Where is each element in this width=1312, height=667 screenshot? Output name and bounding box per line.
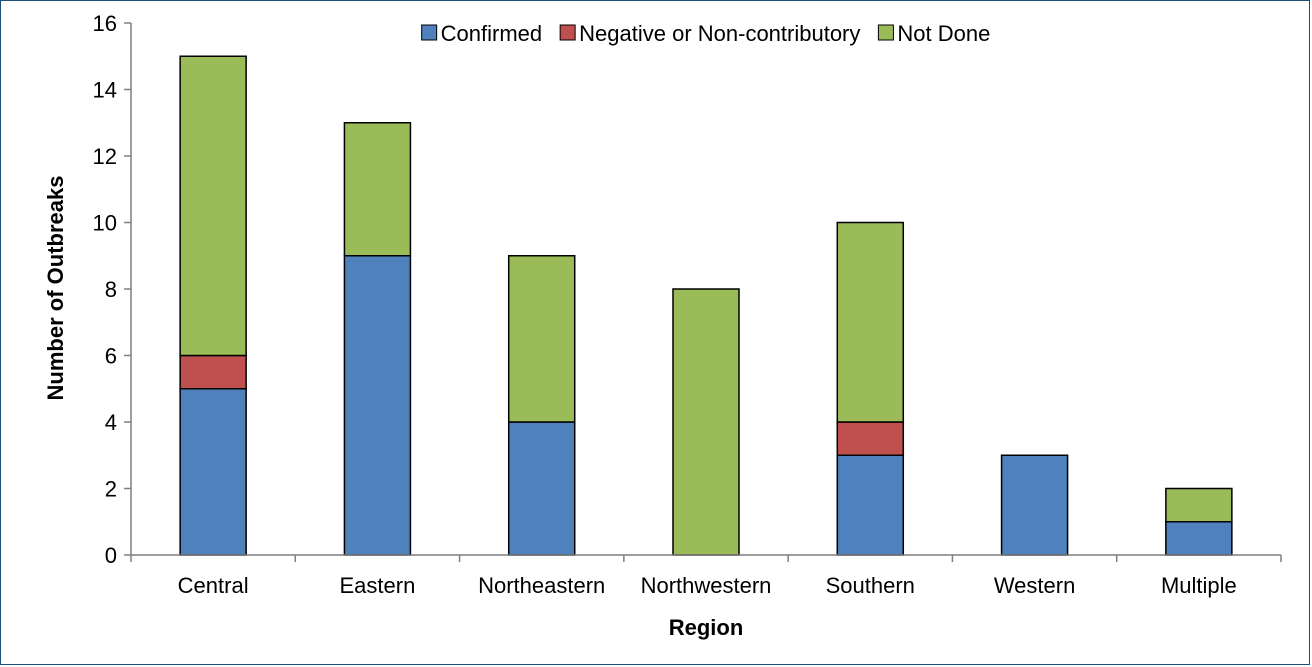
bar-southern-not-done [836,221,905,423]
y-tick-label: 16 [93,11,117,36]
legend-swatch-not-done [877,24,894,41]
bar-southern-confirmed [836,454,905,556]
legend: Confirmed Negative or Non-contributory Not… [421,21,990,46]
y-tick-label: 8 [105,277,117,302]
category-label-southern: Southern [826,573,915,598]
y-axis-title: Number of Outbreaks [43,176,68,401]
y-tick-label: 0 [105,543,117,568]
bar-central-negative-or-non-contributory [179,354,247,390]
category-label-western: Western [994,573,1076,598]
legend-label-confirmed: Confirmed [441,21,542,46]
legend-swatch-confirmed [421,24,438,41]
bar-southern-negative-or-non-contributory [836,421,905,456]
y-tick-label: 4 [105,410,117,435]
y-tick-label: 14 [93,78,117,103]
x-axis-title: Region [669,615,744,640]
bar-northwestern-not-done [672,288,740,556]
bar-northeastern-confirmed [507,421,576,556]
category-label-central: Central [178,573,249,598]
legend-label-negative-or-non-contributory: Negative or Non-contributory [579,21,860,46]
bars-group [179,55,1233,556]
y-tick-label: 12 [93,144,117,169]
category-label-northwestern: Northwestern [641,573,772,598]
bar-central-not-done [179,55,247,357]
legend-swatch-negative-or-non-contributory [559,24,576,41]
bar-northeastern-not-done [507,255,576,423]
bar-multiple-not-done [1165,487,1233,523]
bar-eastern-not-done [343,122,412,257]
category-label-northeastern: Northeastern [478,573,605,598]
category-label-multiple: Multiple [1161,573,1237,598]
y-tick-label: 6 [105,344,117,369]
category-label-eastern: Eastern [340,573,416,598]
y-tick-label: 2 [105,477,117,502]
axes-group: 0 2 4 6 8 10 12 14 16 Central Eastern Northeastern N… [93,11,1282,598]
y-tick-label: 10 [93,211,117,236]
legend-label-not-done: Not Done [897,21,990,46]
bar-central-confirmed [179,388,247,556]
bar-multiple-confirmed [1165,521,1233,556]
bar-western-confirmed [1000,454,1069,556]
bar-eastern-confirmed [343,255,412,556]
